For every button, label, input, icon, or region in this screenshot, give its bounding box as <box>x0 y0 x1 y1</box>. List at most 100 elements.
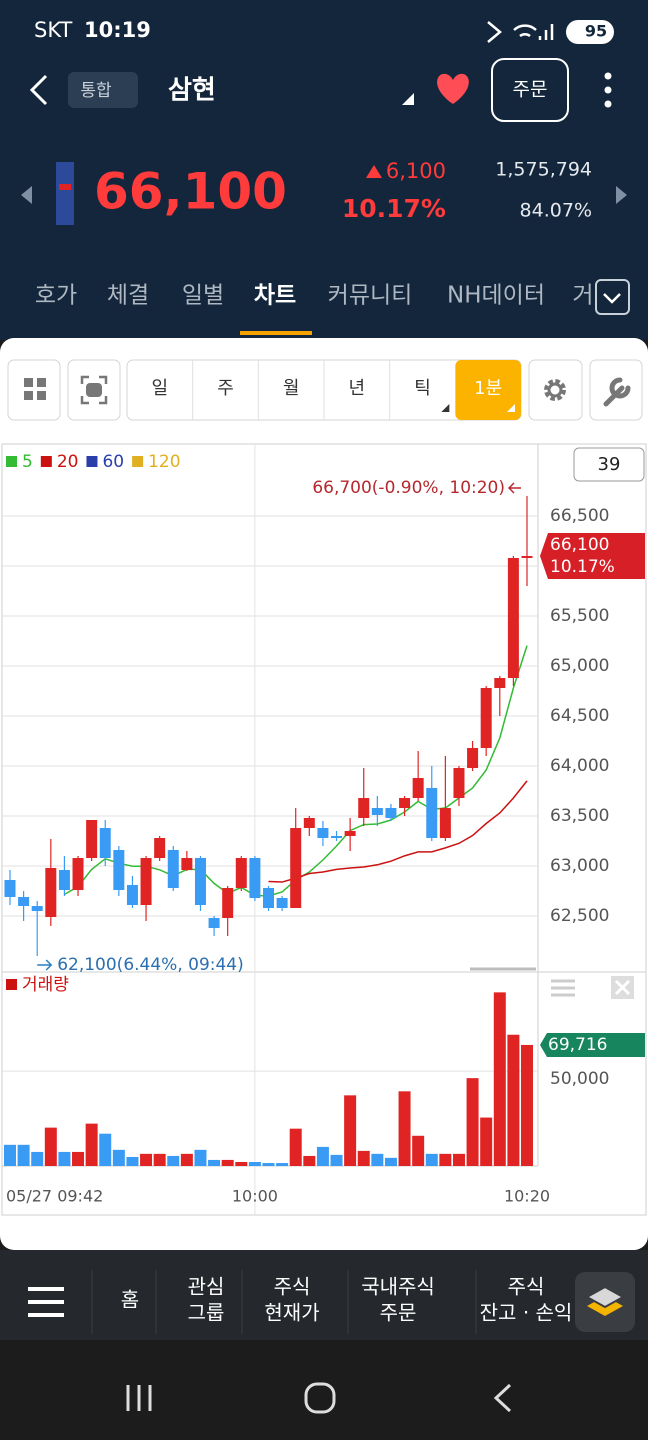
period-option[interactable]: 틱 <box>414 378 431 399</box>
candle-body <box>480 688 492 748</box>
volume-bar <box>521 1044 533 1166</box>
legend-swatch <box>86 456 98 467</box>
stock-name[interactable]: 삼현 <box>168 76 216 106</box>
volume-bar <box>276 1163 289 1166</box>
volume-bar <box>31 1151 44 1166</box>
tab[interactable]: 차트 <box>254 283 296 309</box>
low-annotation: 62,100(6.44%, 09:44) <box>57 955 244 975</box>
tools-button[interactable] <box>589 359 643 421</box>
candle-body <box>140 858 152 905</box>
settings-button[interactable] <box>528 359 583 421</box>
candle-body <box>86 820 98 858</box>
clock: 10:19 <box>84 18 151 42</box>
candle-body <box>263 888 274 908</box>
bottom-nav-bg <box>0 1250 648 1340</box>
candle-body <box>181 858 193 870</box>
back-nav-button[interactable] <box>493 1383 512 1413</box>
status-icons <box>487 21 554 43</box>
period-active[interactable] <box>455 360 521 420</box>
nav-item[interactable]: 홈 <box>121 1288 139 1312</box>
market-chip[interactable] <box>68 72 138 108</box>
candle-body <box>18 897 30 906</box>
nav-item: 잔고 · 손익 <box>480 1301 573 1325</box>
candle-body <box>276 898 288 908</box>
nav-item[interactable]: 관심 <box>188 1275 225 1299</box>
nav-item[interactable]: 주식 <box>508 1275 545 1299</box>
home-button[interactable] <box>304 1382 336 1414</box>
volume-legend-swatch <box>6 979 17 990</box>
y-tick-label: 62,500 <box>550 906 609 926</box>
legend-label: 60 <box>102 452 124 472</box>
layout-button[interactable] <box>7 359 61 421</box>
price-tag-rate: 10.17% <box>550 557 615 577</box>
tabs-more[interactable] <box>595 279 630 315</box>
candle-body <box>113 850 125 890</box>
count-box[interactable] <box>573 447 645 482</box>
legend-label: 5 <box>22 452 33 472</box>
volume-bar <box>44 1127 57 1166</box>
tab[interactable]: 호가 <box>35 283 77 309</box>
candle-body <box>385 808 397 818</box>
low-arrow <box>37 959 53 971</box>
period-option[interactable]: 주 <box>217 378 234 399</box>
legend-swatch <box>132 456 144 467</box>
order-button[interactable] <box>491 58 569 122</box>
legend-swatch <box>40 456 52 467</box>
volume-bar <box>248 1162 261 1166</box>
change: 6,100 <box>386 159 446 183</box>
volume-bar <box>466 1078 479 1166</box>
up-arrow <box>366 165 382 178</box>
period-option[interactable]: 1분 <box>474 378 502 399</box>
favorite[interactable] <box>437 73 469 104</box>
y-tick-label: 65,500 <box>550 606 609 626</box>
tab[interactable]: 일별 <box>182 283 224 309</box>
period-dropdown <box>441 404 450 412</box>
name-dropdown[interactable] <box>402 93 414 105</box>
candle-body <box>58 870 70 890</box>
tab[interactable]: 거 <box>572 283 593 309</box>
candle-body <box>453 768 465 798</box>
volume-bar <box>289 1128 302 1166</box>
period-option[interactable]: 월 <box>283 378 300 399</box>
menu-button[interactable] <box>28 1287 64 1317</box>
panel-menu[interactable] <box>551 979 575 997</box>
volume-bar <box>507 1034 520 1166</box>
candle-body <box>494 678 506 688</box>
volume-bar <box>344 1095 357 1166</box>
turnover: 84.07% <box>520 200 592 222</box>
candle-body <box>331 836 343 838</box>
nav-item[interactable]: 주식 <box>274 1275 311 1299</box>
candle-body <box>99 828 111 858</box>
volume-bar <box>99 1133 112 1166</box>
volume-tick-label: 50,000 <box>550 1069 609 1089</box>
volume-bar <box>221 1159 234 1166</box>
period-option[interactable]: 년 <box>349 378 366 399</box>
order-label: 주문 <box>513 79 548 101</box>
volume-bar <box>330 1154 343 1166</box>
next-stock[interactable] <box>616 186 627 204</box>
header-bg <box>0 0 648 340</box>
back-button[interactable] <box>29 74 48 106</box>
more[interactable] <box>604 72 612 80</box>
legend-label: 20 <box>57 452 79 472</box>
market: 통합 <box>80 81 112 101</box>
prev-stock[interactable] <box>21 186 32 204</box>
volume-tag <box>540 1032 645 1057</box>
tab[interactable]: NH데이터 <box>447 283 545 309</box>
recents-button[interactable] <box>126 1385 152 1411</box>
nav-item[interactable]: 국내주식 <box>361 1275 435 1299</box>
volume-bar <box>180 1153 193 1166</box>
candle-body <box>72 858 84 890</box>
volume-bar <box>262 1163 275 1166</box>
price-bar-mark <box>59 184 71 190</box>
volume-bar <box>357 1150 370 1166</box>
period-option[interactable]: 일 <box>152 378 169 399</box>
candle-body <box>358 798 370 818</box>
tab[interactable]: 체결 <box>107 283 149 309</box>
volume-bar <box>140 1153 153 1166</box>
settings-icon <box>544 379 566 401</box>
layout-icon <box>24 378 46 400</box>
volume-bar <box>371 1153 384 1166</box>
candle-body <box>412 778 424 798</box>
tab[interactable]: 커뮤니티 <box>328 283 413 309</box>
